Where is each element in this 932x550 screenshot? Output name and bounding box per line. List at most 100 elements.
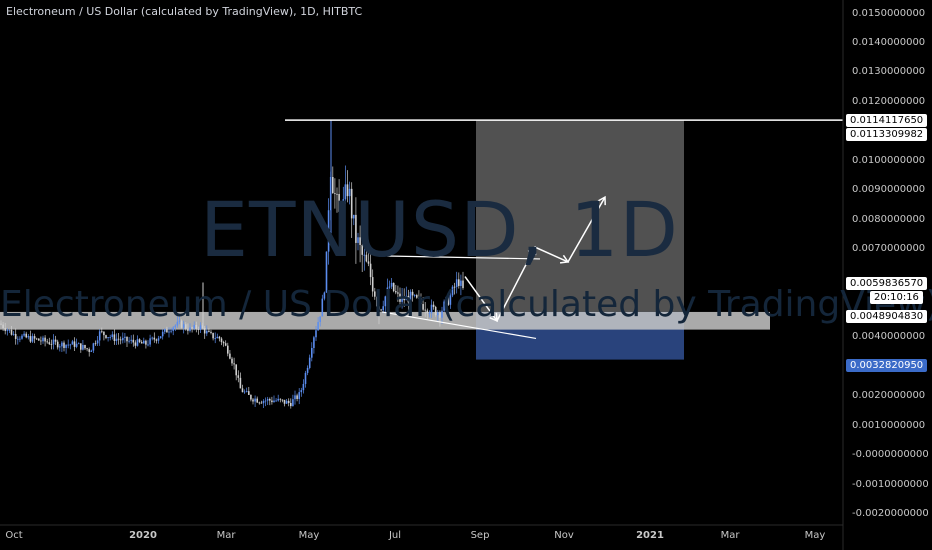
candle-body [73,341,76,347]
candle-body [19,338,21,340]
candle-body [90,350,93,352]
candle-body [241,388,244,393]
candle-body [455,279,458,287]
candle-body [17,338,19,340]
candle-body [281,399,284,401]
candle-body [403,296,405,301]
candle-body [38,338,40,341]
price-tick: 0.0140000000 [852,36,926,48]
candle-body [413,295,416,296]
chart-title[interactable]: Electroneum / US Dollar (calculated by T… [6,5,363,18]
candle-body [132,339,135,343]
bar-countdown-label: 20:10:16 [870,291,923,304]
candle-body [42,337,44,342]
candle-body [258,402,261,404]
candle-body [319,316,321,323]
candle-body [311,347,313,358]
candle-body [279,398,282,400]
candle-body [395,291,397,293]
time-tick: Mar [216,530,236,541]
candle-body [180,320,183,328]
candle-body [359,237,361,245]
price-tick: 0.0070000000 [852,243,926,255]
candle-body [187,328,189,331]
candle-body [21,335,23,339]
candle-body [334,193,336,194]
price-tick: 0.0150000000 [852,7,926,19]
candle-body [94,343,97,345]
candle-body [374,291,376,297]
candle-body [107,337,109,338]
candle-body [418,297,420,299]
candle-body [191,327,193,329]
candle-body [409,291,412,303]
candle-body [434,306,437,316]
candle-body [388,286,391,288]
price-tick: 0.0100000000 [852,154,926,166]
candle-body [294,395,296,400]
candle-body [25,333,27,338]
candle-body [178,320,181,322]
price-tick: -0.0000000000 [852,449,929,461]
candle-body [451,286,454,296]
candle-body [266,399,269,401]
candle-body [380,309,382,311]
price-tick: 0.0080000000 [852,213,926,225]
candle-body [252,399,254,402]
candle-body [199,325,202,330]
candle-body [271,400,273,403]
candle-body [361,244,363,255]
candle-body [437,312,439,316]
candle-body [54,339,57,342]
candle-body [342,199,345,226]
candle-body [405,295,408,301]
candle-body [126,336,128,342]
candle-body [302,383,305,391]
candle-body [119,339,122,341]
candle-body [332,176,334,194]
candle-body [243,391,246,393]
candle-body [80,343,82,350]
candle-body [46,341,48,343]
candle-body [56,341,59,348]
candle-body [101,331,103,333]
candle-body [460,280,462,286]
time-tick: 2021 [636,530,664,541]
candle-body [378,306,380,310]
candle-body [256,398,258,403]
candle-body [264,400,267,402]
candle-body [197,328,200,330]
candle-body [117,338,120,340]
candle-body [151,337,153,339]
candle-body [397,292,399,294]
candle-body [277,398,279,401]
candle-body [115,338,118,342]
candle-body [401,296,403,302]
candle-body [346,184,349,197]
candle-body [245,391,248,392]
candle-body [172,327,174,331]
candle-body [426,310,429,314]
candle-body [323,292,326,299]
candle-body [4,328,6,331]
candle-body [355,214,357,243]
candle-body [363,254,366,256]
candle-body [336,193,338,195]
candle-body [155,339,158,341]
candle-body [40,340,42,342]
candle-body [384,296,387,307]
candle-body [285,400,288,404]
candle-body [86,348,88,350]
candle-body [31,336,34,342]
candle-body [174,325,177,328]
candle-body [273,400,275,403]
candle-body [306,367,309,373]
candle-body [77,343,80,345]
candle-body [422,304,424,310]
candle-body [168,331,170,333]
candle-body [424,309,426,311]
candle-body [130,339,132,341]
candle-body [287,400,290,404]
candle-body [376,296,378,307]
